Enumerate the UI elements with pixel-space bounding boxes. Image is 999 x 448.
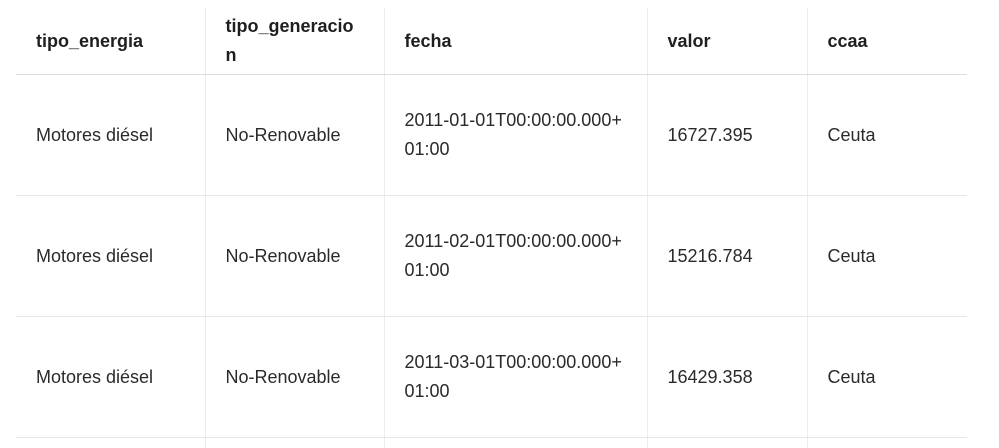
column-header-fecha[interactable]: fecha — [384, 8, 647, 75]
cell-valor: 16429.358 — [647, 317, 807, 438]
cell-tipo-energia: Motores diésel — [16, 196, 205, 317]
table-header: tipo_energia tipo_generacion fecha valor… — [16, 8, 967, 75]
cell-valor: 15216.784 — [647, 196, 807, 317]
table-body: Motores diésel No-Renovable 2011-01-01T0… — [16, 75, 967, 448]
cell-fecha: 2011-02-01T00:00:00.000+01:00 — [384, 196, 647, 317]
column-header-tipo-energia[interactable]: tipo_energia — [16, 8, 205, 75]
cell-fecha: 2011-03-01T00:00:00.000+01:00 — [384, 317, 647, 438]
cell-ccaa: Ceuta — [807, 196, 967, 317]
cell-tipo-energia: Motores diésel — [16, 75, 205, 196]
header-row: tipo_energia tipo_generacion fecha valor… — [16, 8, 967, 75]
column-header-ccaa[interactable]: ccaa — [807, 8, 967, 75]
cell-ccaa: Ceuta — [807, 317, 967, 438]
table-row: Motores diésel No-Renovable 2011-03-01T0… — [16, 317, 967, 438]
cell-valor: 16727.395 — [647, 75, 807, 196]
cell-tipo-generacion: No-Renovable — [205, 75, 384, 196]
cell-fecha: 2011-01-01T00:00:00.000+01:00 — [384, 75, 647, 196]
cell-tipo-generacion: No-Renovable — [205, 196, 384, 317]
data-table-container: tipo_energia tipo_generacion fecha valor… — [16, 8, 967, 448]
data-table: tipo_energia tipo_generacion fecha valor… — [16, 8, 967, 448]
table-row: Motores diésel No-Renovable 2011-01-01T0… — [16, 75, 967, 196]
table-row: Motores diésel No-Renovable 2011-02-01T0… — [16, 196, 967, 317]
cell-tipo-generacion: No-Renovable — [205, 317, 384, 438]
column-header-tipo-generacion[interactable]: tipo_generacion — [205, 8, 384, 75]
cell-ccaa: Ceuta — [807, 75, 967, 196]
cell-tipo-energia: Motores diésel — [16, 317, 205, 438]
column-header-valor[interactable]: valor — [647, 8, 807, 75]
